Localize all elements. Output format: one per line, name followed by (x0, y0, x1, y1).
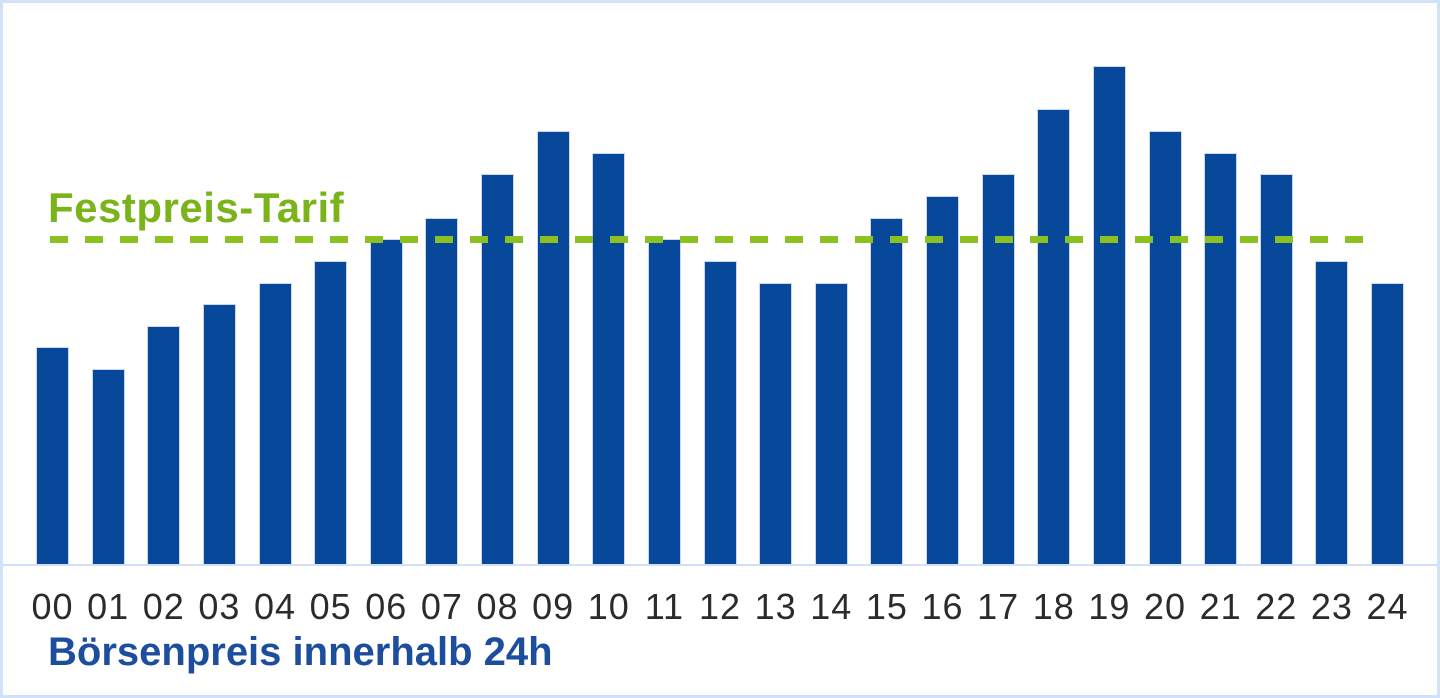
x-tick-07: 07 (421, 589, 462, 629)
x-tick-label: 24 (1366, 586, 1409, 627)
bar-hour-21 (1204, 153, 1238, 564)
x-tick-label: 07 (420, 586, 463, 627)
x-tick-02: 02 (143, 589, 184, 629)
x-tick-label: 02 (142, 586, 185, 627)
x-axis-baseline (3, 564, 1437, 566)
x-tick-08: 08 (476, 589, 517, 629)
x-tick-label: 20 (1143, 586, 1187, 627)
x-tick-label: 13 (754, 586, 797, 627)
bar-hour-22 (1259, 174, 1293, 564)
x-tick-label: 15 (865, 586, 908, 627)
x-tick-24: 24 (1366, 589, 1407, 629)
x-tick-label: 04 (253, 586, 297, 627)
x-tick-label: 10 (587, 586, 630, 627)
x-tick-label: 11 (644, 586, 685, 627)
x-tick-label: 23 (1310, 586, 1353, 627)
x-tick-17: 17 (977, 589, 1018, 629)
bar-hour-14 (814, 283, 848, 564)
x-tick-06: 06 (365, 589, 406, 629)
bar-hour-19 (1092, 66, 1126, 564)
x-tick-05: 05 (310, 589, 351, 629)
x-tick-label: 19 (1088, 586, 1131, 627)
bar-hour-11 (647, 239, 681, 564)
bar-hour-24 (1371, 283, 1404, 564)
x-tick-15: 15 (866, 589, 907, 629)
x-tick-16: 16 (921, 589, 962, 629)
bars (36, 3, 1404, 564)
x-tick-13: 13 (755, 589, 796, 629)
bar-hour-00 (36, 347, 69, 564)
bar-hour-16 (926, 196, 959, 564)
x-axis-tick-labels: 00 01 02 03 04 05 06 07 08 09 10 11 12 13 14 15 16 17 18 19… (31, 586, 1407, 629)
bar-hour-20 (1148, 131, 1182, 564)
x-tick-19: 19 (1088, 589, 1129, 629)
bar-hour-08 (481, 174, 514, 564)
bar-hour-10 (592, 153, 626, 564)
x-tick-23: 23 (1311, 589, 1352, 629)
x-tick-09: 09 (532, 589, 573, 629)
bar-hour-18 (1037, 109, 1071, 564)
x-tick-14: 14 (810, 589, 851, 629)
x-tick-label: 08 (476, 586, 519, 627)
x-tick-00: 00 (31, 589, 72, 629)
x-tick-label: 18 (1032, 586, 1075, 627)
x-tick-label: 14 (810, 586, 853, 627)
x-tick-03: 03 (198, 589, 239, 629)
bar-hour-13 (759, 283, 793, 564)
x-tick-22: 22 (1255, 589, 1296, 629)
x-tick-18: 18 (1033, 589, 1074, 629)
x-tick-label: 03 (198, 586, 241, 627)
x-tick-label: 01 (87, 586, 130, 627)
bar-hour-12 (703, 261, 737, 564)
x-tick-12: 12 (699, 589, 740, 629)
x-tick-label: 09 (532, 586, 575, 627)
x-tick-label: 12 (698, 586, 742, 627)
bar-hour-03 (202, 304, 236, 564)
bar-hour-01 (91, 369, 125, 564)
bar-hour-05 (314, 261, 348, 564)
x-tick-label: 06 (365, 586, 408, 627)
x-tick-label: 00 (31, 586, 74, 627)
x-tick-label: 22 (1255, 586, 1298, 627)
x-tick-label: 17 (977, 586, 1020, 627)
x-tick-11: 11 (644, 586, 685, 629)
bar-hour-02 (147, 326, 181, 564)
x-axis-title: Börsenpreis innerhalb 24h (48, 630, 553, 674)
bar-hour-17 (981, 174, 1015, 564)
bar-hour-09 (536, 131, 570, 564)
bar-hour-04 (258, 283, 292, 564)
x-tick-label: 21 (1199, 586, 1242, 627)
bar-chart: Festpreis-Tarif 00 01 02 03 04 05 06 07 08 09 10 11… (3, 3, 1437, 695)
bar-hour-06 (369, 239, 403, 564)
x-tick-label: 05 (309, 586, 352, 627)
x-tick-label: 16 (921, 586, 964, 627)
x-tick-20: 20 (1144, 589, 1185, 629)
x-tick-01: 01 (87, 589, 128, 629)
x-tick-21: 21 (1200, 589, 1241, 629)
x-tick-10: 10 (588, 589, 629, 629)
bar-hour-15 (870, 218, 904, 564)
threshold-label: Festpreis-Tarif (48, 184, 345, 231)
x-tick-04: 04 (254, 589, 295, 629)
bar-hour-23 (1315, 261, 1349, 564)
bar-hour-07 (425, 218, 459, 564)
